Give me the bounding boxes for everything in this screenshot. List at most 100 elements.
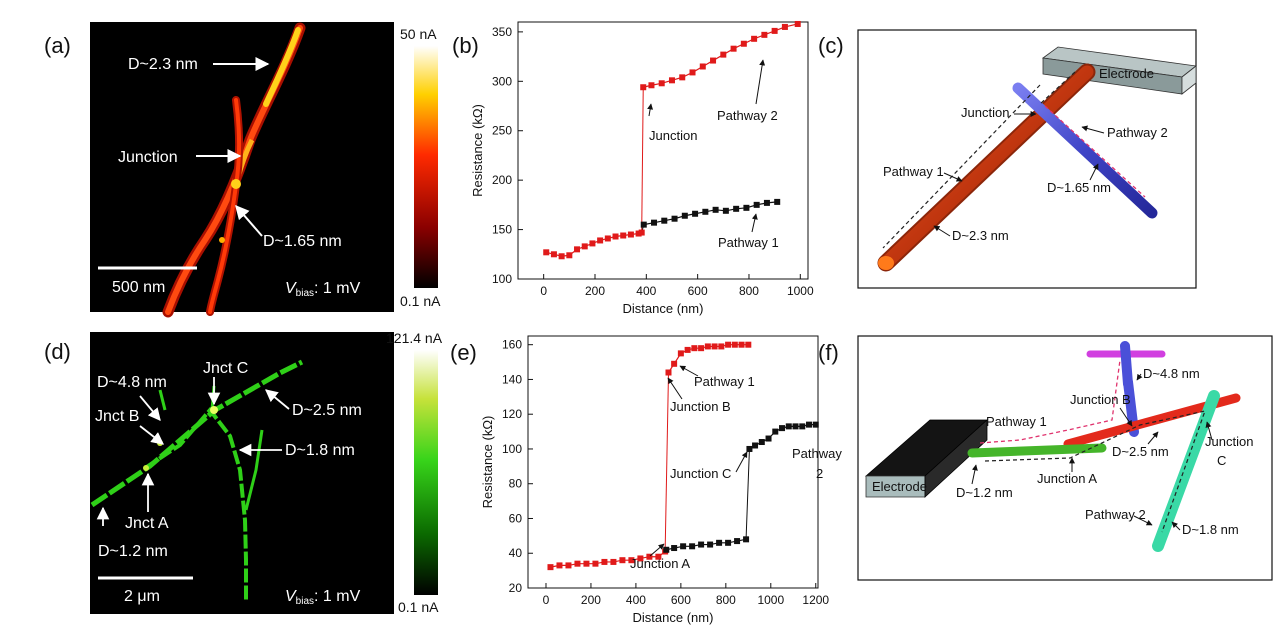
arrow-icon (971, 464, 978, 485)
arrow-icon (735, 451, 748, 473)
data-point (574, 246, 581, 253)
data-point (681, 212, 688, 219)
data-point (745, 341, 752, 348)
data-point (725, 341, 732, 348)
data-point (671, 360, 678, 367)
data-point (671, 545, 678, 552)
data-point (550, 251, 557, 258)
y-tick-label: 250 (492, 124, 512, 138)
data-point (794, 20, 801, 27)
colorbar-min: 0.1 nA (400, 293, 441, 309)
data-point (751, 35, 758, 42)
data-point (547, 564, 554, 571)
data-point (781, 23, 788, 30)
data-point (746, 445, 753, 452)
panel-e: (e) 0 200 400 600 800 1000 1200 20 40 60 80 100 120 1… (450, 335, 842, 625)
x-tick-label: 1200 (802, 593, 829, 607)
data-point (637, 555, 644, 562)
arrow-icon (265, 389, 290, 410)
series-line (643, 23, 798, 88)
annotation-diameter-1.8: D~1.8 nm (285, 442, 355, 459)
data-point (556, 562, 563, 569)
data-point (702, 208, 709, 215)
annotation-diameter-2.3: D~2.3 nm (952, 228, 1009, 243)
data-point (689, 543, 696, 550)
x-tick-label: 0 (540, 284, 547, 298)
x-tick-label: 800 (716, 593, 736, 607)
data-point (651, 219, 658, 226)
arrow-icon (1147, 431, 1159, 445)
annotation-junction-a: Jnct A (125, 515, 169, 532)
panel-label-d: (d) (44, 339, 71, 364)
data-point (710, 57, 717, 64)
annotation-junction-a: Junction A (1037, 471, 1097, 486)
panel-label-e: (e) (450, 340, 477, 365)
data-point (740, 40, 747, 47)
data-point (619, 557, 626, 564)
annotation-diameter-4.8: D~4.8 nm (97, 374, 167, 391)
data-point (620, 232, 627, 239)
data-point (640, 221, 647, 228)
data-point (691, 345, 698, 352)
data-point (738, 341, 745, 348)
data-point (663, 546, 670, 553)
chart-annotation: Junction B (670, 399, 731, 414)
pathway-2-line (984, 410, 1206, 533)
nanowire-end (878, 256, 894, 270)
arrow-icon (1081, 125, 1105, 134)
junction-jump-line (745, 448, 750, 540)
y-tick-label: 100 (492, 272, 512, 286)
annotation-diameter-1.2: D~1.2 nm (956, 485, 1013, 500)
annotation-junction-c-letter: C (1217, 453, 1226, 468)
data-point (725, 539, 732, 546)
chart-e: 0 200 400 600 800 1000 1200 20 40 60 80 100 120 140 16… (480, 335, 842, 625)
annotation-diameter-2.3: D~2.3 nm (128, 56, 198, 73)
data-point (774, 198, 781, 205)
data-point (640, 84, 647, 91)
data-point (753, 201, 760, 208)
arrow-icon (1119, 407, 1133, 427)
data-point (646, 553, 653, 560)
data-point (792, 423, 799, 430)
data-point (635, 230, 642, 237)
arrow-icon (1171, 521, 1181, 531)
electrode-f (864, 419, 989, 498)
data-point (733, 205, 740, 212)
y-tick-label: 80 (509, 477, 523, 491)
annotation-pathway-2: Pathway 2 (1107, 125, 1168, 140)
annotation-pathway-1: Pathway 1 (986, 414, 1047, 429)
annotation-diameter-1.65: D~1.65 nm (1047, 180, 1111, 195)
data-point (752, 442, 759, 449)
data-point (785, 423, 792, 430)
annotation-diameter-4.8: D~4.8 nm (1143, 366, 1200, 381)
data-point (658, 80, 665, 87)
data-point (722, 207, 729, 214)
x-axis-label: Distance (nm) (633, 610, 714, 625)
arrow-icon (1136, 373, 1143, 381)
y-tick-label: 350 (492, 25, 512, 39)
data-point (761, 31, 768, 38)
data-point (806, 421, 813, 428)
chart-annotation: Junction (649, 128, 697, 143)
data-point (698, 345, 705, 352)
arrow-icon (139, 395, 161, 421)
x-axis-label: Distance (nm) (623, 301, 704, 316)
data-point (731, 341, 738, 348)
data-point (712, 206, 719, 213)
annotation-junction-c: Jnct C (203, 360, 248, 377)
data-point (758, 439, 765, 446)
electrode-c (1041, 46, 1197, 95)
data-point (627, 231, 634, 238)
plot-frame (517, 21, 809, 280)
annotation-diameter-1.2: D~1.2 nm (98, 543, 168, 560)
nanowire-d4.8 (1120, 341, 1133, 389)
scale-bar-label: 2 μm (124, 588, 160, 605)
arrow-icon (933, 225, 951, 237)
y-tick-label: 60 (509, 511, 523, 525)
chart-annotation: Junction C (670, 466, 731, 481)
arrow-icon (235, 204, 263, 237)
data-point (592, 560, 599, 567)
x-tick-label: 800 (739, 284, 759, 298)
panel-a: (a) D~2.3 nm Junction D~1.65 nm 500 nm V… (44, 22, 441, 318)
colorbar-max: 121.4 nA (386, 330, 443, 346)
